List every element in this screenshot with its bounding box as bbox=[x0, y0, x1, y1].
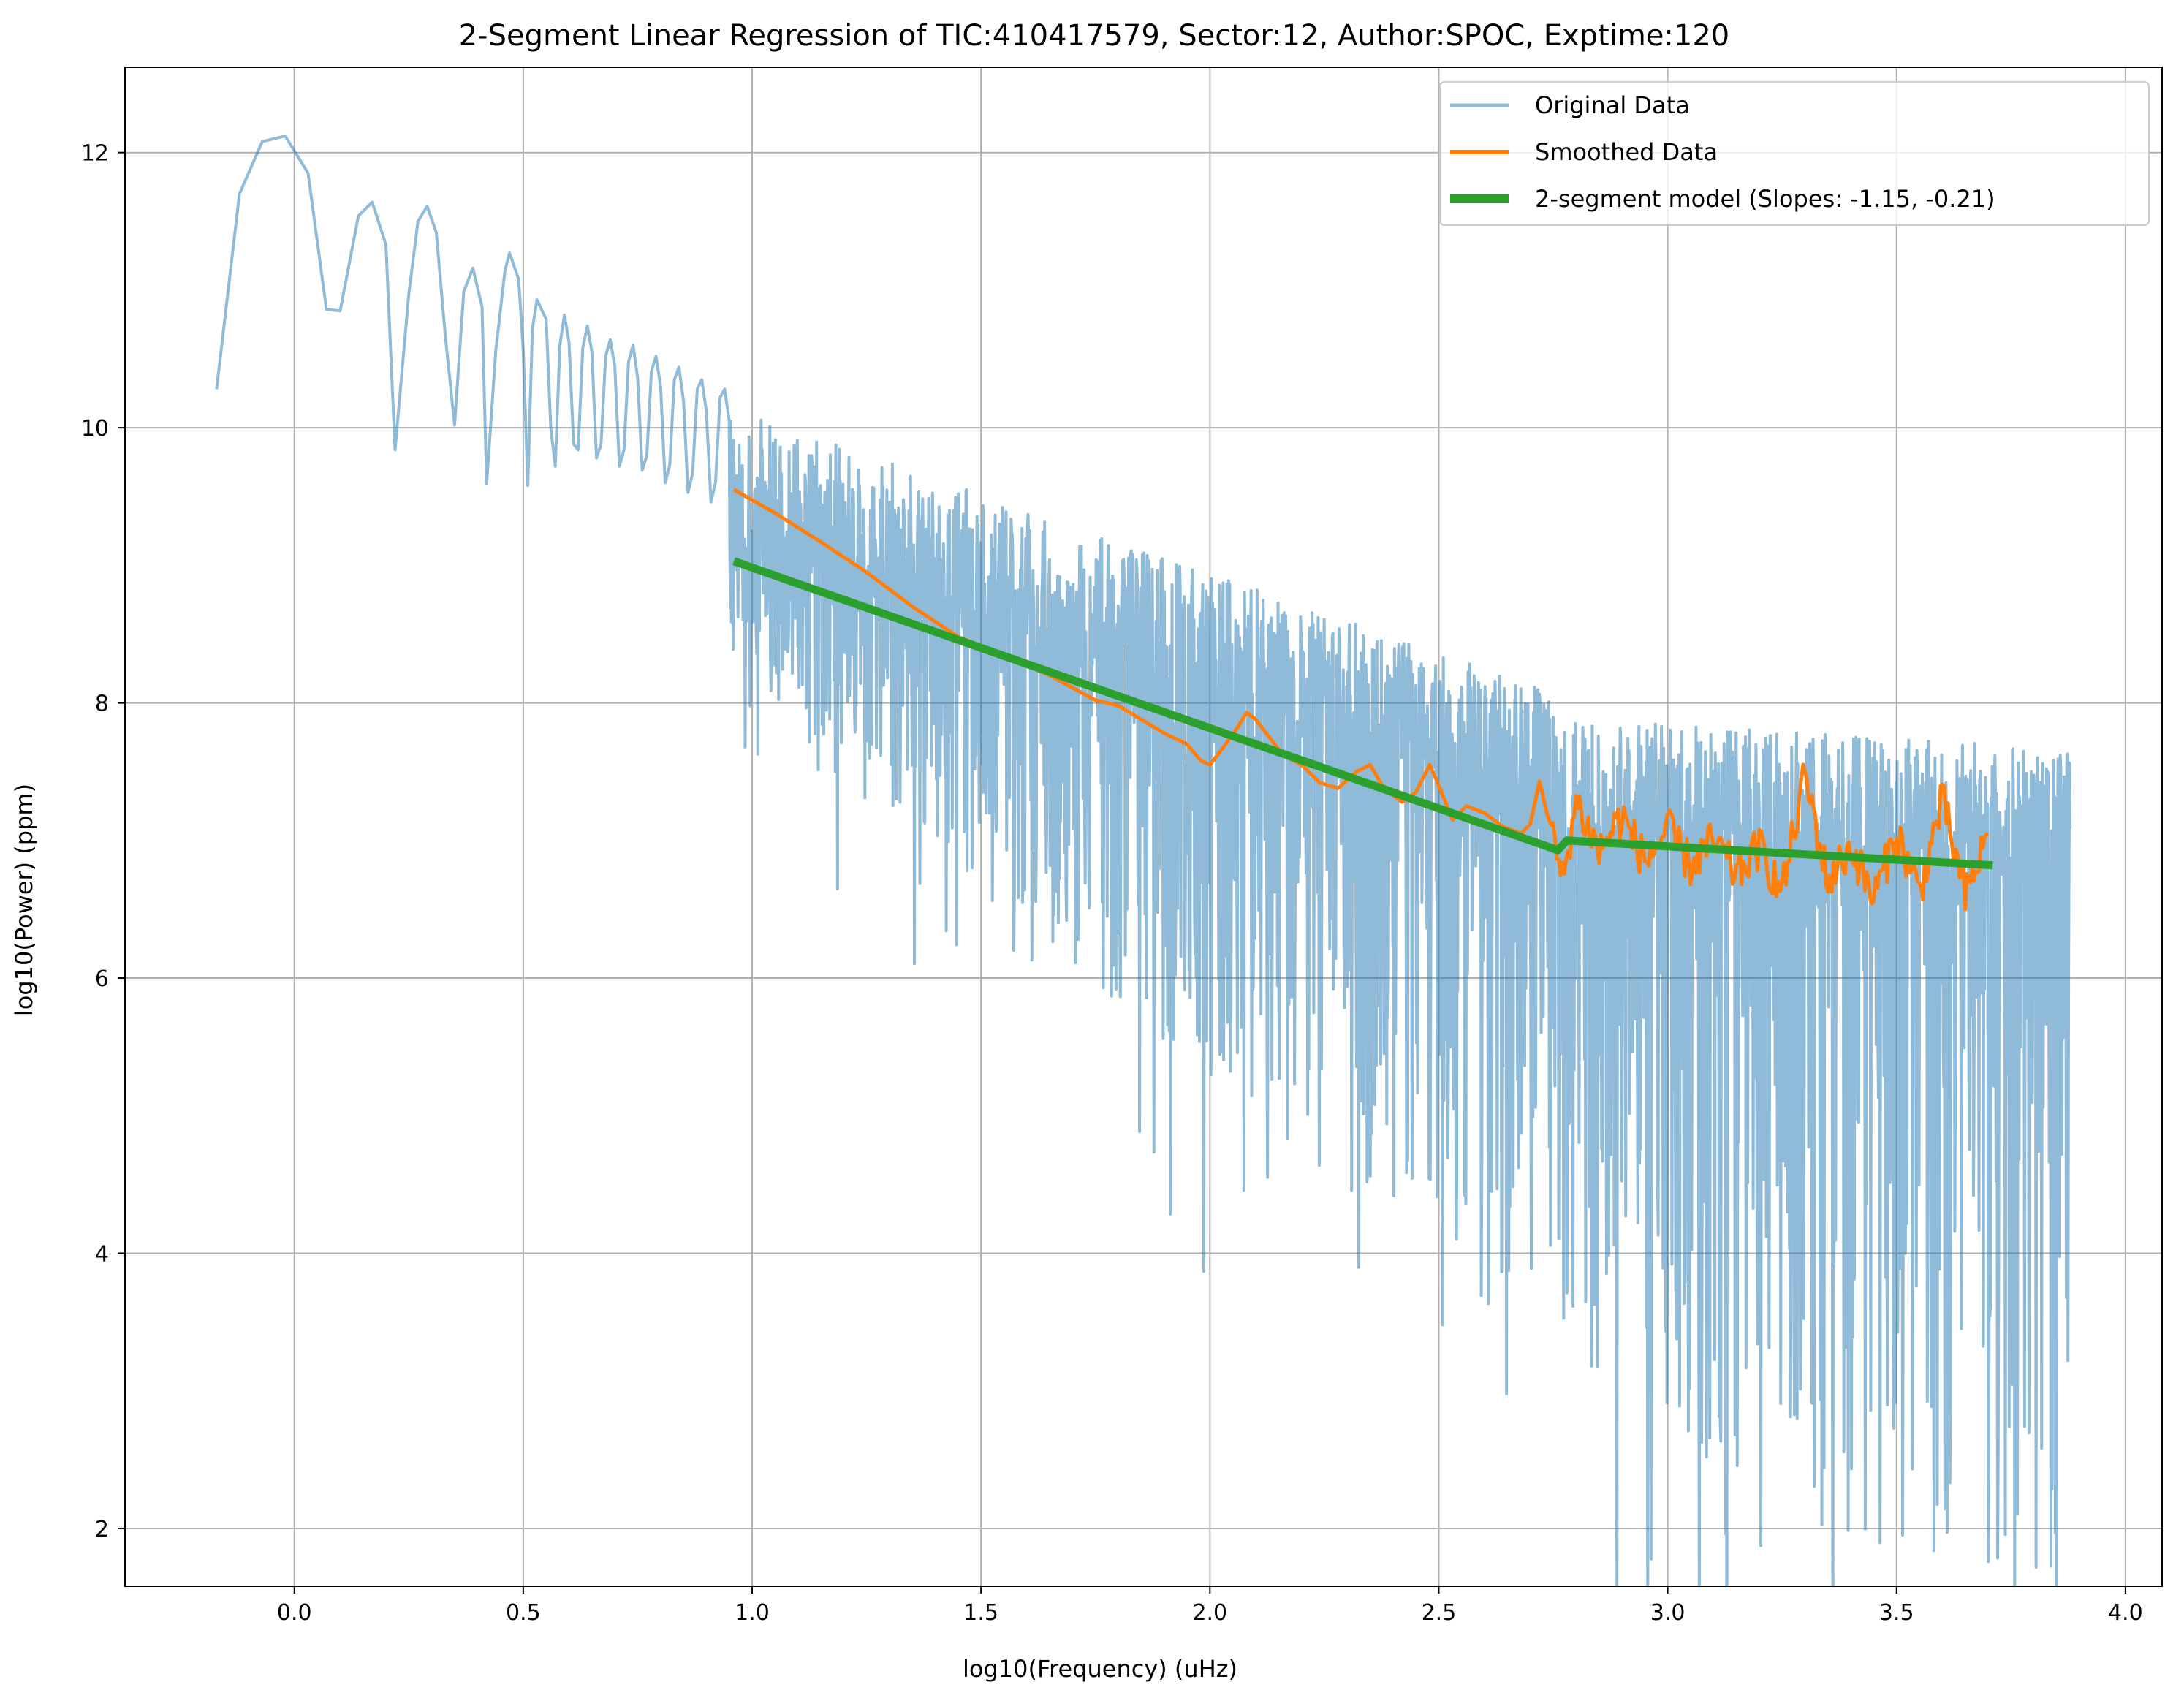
x-axis-label: log10(Frequency) (uHz) bbox=[963, 1655, 1237, 1683]
x-tick-label: 1.5 bbox=[963, 1600, 998, 1626]
x-tick-label: 0.0 bbox=[277, 1600, 312, 1626]
series-line-2-segment-model bbox=[732, 557, 1993, 870]
plot-frame bbox=[124, 67, 2163, 1587]
series-layer bbox=[215, 135, 2072, 1586]
y-tick-label: 6 bbox=[95, 966, 109, 992]
x-tick-label: 0.5 bbox=[506, 1600, 541, 1626]
legend-entry: Original Data bbox=[1535, 91, 1690, 119]
legend-box bbox=[1439, 81, 2150, 226]
legend: Original Data Smoothed Data 2-segment mode… bbox=[1439, 81, 2150, 226]
chart-title: 2-Segment Linear Regression of TIC:41041… bbox=[459, 19, 1730, 53]
x-tick-label: 2.5 bbox=[1422, 1600, 1457, 1626]
x-tick-label: 2.0 bbox=[1192, 1600, 1227, 1626]
y-axis-label: log10(Power) (ppm) bbox=[10, 784, 38, 1016]
y-tick-label: 2 bbox=[95, 1517, 109, 1542]
y-tick-label: 10 bbox=[81, 416, 109, 442]
x-tick-label: 1.0 bbox=[735, 1600, 770, 1626]
legend-entry: 2-segment model (Slopes: -1.15, -0.21) bbox=[1535, 185, 1995, 213]
series-line-smoothed-data bbox=[732, 488, 1990, 912]
x-tick-label: 3.0 bbox=[1650, 1600, 1686, 1626]
y-tick-label: 8 bbox=[95, 692, 109, 717]
legend-entry: Smoothed Data bbox=[1535, 138, 1718, 166]
x-tick-label: 3.5 bbox=[1879, 1600, 1914, 1626]
y-tick-label: 4 bbox=[95, 1241, 109, 1267]
x-tick-label: 4.0 bbox=[2108, 1600, 2143, 1626]
ticks: 0.0 0.5 1.0 1.5 2.0 2.5 3.0 3.5 4.0 2 4 6 8 10 12 bbox=[81, 141, 2143, 1626]
y-tick-label: 12 bbox=[81, 141, 109, 167]
